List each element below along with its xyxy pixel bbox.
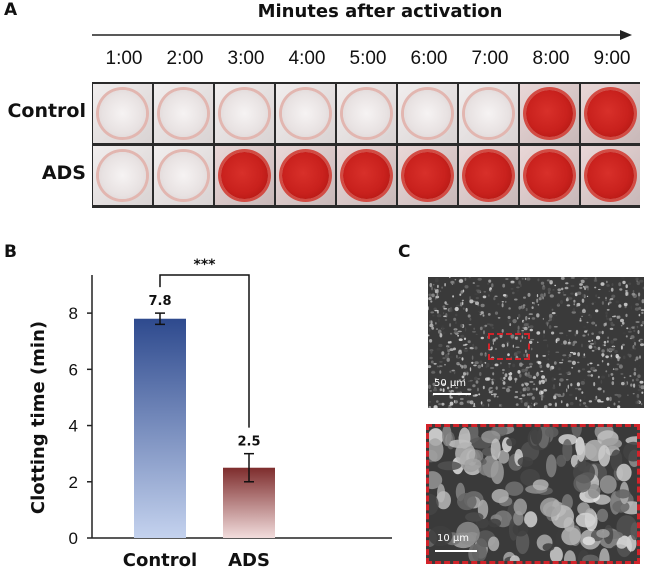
scale-bar-10 — [435, 550, 477, 552]
well-contents — [465, 90, 512, 137]
well-contents — [404, 90, 451, 137]
well-contents — [587, 90, 634, 137]
roi-box — [488, 333, 530, 360]
well-clotted — [215, 146, 274, 205]
category-label: Control — [123, 550, 197, 571]
well-contents — [465, 152, 512, 199]
well-plate-image — [92, 82, 640, 208]
well-contents — [343, 90, 390, 137]
well-unclotted — [459, 84, 518, 143]
well-contents — [99, 90, 146, 137]
sem-texture-low-mag — [428, 277, 644, 408]
well-unclotted — [154, 84, 213, 143]
time-label: 2:00 — [166, 48, 204, 69]
time-label: 4:00 — [288, 48, 326, 69]
row-label-ads: ADS — [41, 162, 86, 184]
well-contents — [160, 152, 207, 199]
well-unclotted — [154, 146, 213, 205]
category-label: ADS — [228, 550, 270, 571]
time-label: 8:00 — [532, 48, 570, 69]
scale-label-50: 50 μm — [434, 378, 467, 389]
well-contents — [526, 152, 573, 199]
well-contents — [160, 90, 207, 137]
sem-image-high-mag: 10 μm — [426, 424, 640, 564]
data-label: 7.8 — [148, 294, 171, 309]
well-unclotted — [398, 84, 457, 143]
y-tick-label: 6 — [69, 360, 78, 379]
y-tick-label: 0 — [69, 529, 78, 548]
well-clotted — [276, 146, 335, 205]
sem-texture-high-mag — [429, 427, 637, 561]
significance-bracket — [159, 274, 250, 428]
bar — [134, 318, 186, 538]
data-label: 2.5 — [237, 435, 260, 450]
clotting-time-chart: 0 2 4 6 8 Clotting time (min) 7.8 Control 2.5 ADS… — [28, 257, 392, 571]
time-label: 7:00 — [471, 48, 509, 69]
row-label-control: Control — [7, 100, 86, 122]
well-contents — [282, 152, 329, 199]
well-clotted — [520, 146, 579, 205]
panel-a-title: Minutes after activation — [257, 1, 503, 22]
well-clotted — [581, 84, 640, 143]
well-contents — [221, 152, 268, 199]
well-contents — [526, 90, 573, 137]
well-unclotted — [93, 84, 152, 143]
well-unclotted — [93, 146, 152, 205]
y-tick-label: 2 — [69, 473, 78, 492]
scale-bar-50 — [433, 393, 471, 395]
well-clotted — [520, 84, 579, 143]
well-unclotted — [337, 84, 396, 143]
y-tick-label: 8 — [69, 304, 78, 323]
y-axis-label: Clotting time (min) — [28, 321, 49, 514]
well-clotted — [581, 146, 640, 205]
time-arrow — [92, 30, 632, 40]
well-contents — [587, 152, 634, 199]
time-label: 3:00 — [227, 48, 265, 69]
well-unclotted — [215, 84, 274, 143]
well-clotted — [459, 146, 518, 205]
well-clotted — [398, 146, 457, 205]
time-label: 9:00 — [593, 48, 631, 69]
well-contents — [221, 90, 268, 137]
panel-label-c: C — [398, 242, 411, 262]
well-contents — [404, 152, 451, 199]
scale-label-10: 10 μm — [437, 533, 470, 544]
well-unclotted — [276, 84, 335, 143]
well-contents — [99, 152, 146, 199]
time-label: 1:00 — [105, 48, 143, 69]
well-contents — [343, 152, 390, 199]
significance-label: *** — [194, 257, 217, 273]
time-label: 5:00 — [349, 48, 387, 69]
panel-label-b: B — [4, 242, 17, 262]
well-clotted — [337, 146, 396, 205]
y-tick-label: 4 — [69, 417, 78, 436]
panel-label-a: A — [4, 0, 18, 20]
sem-image-low-mag: 50 μm — [428, 277, 644, 408]
time-label: 6:00 — [410, 48, 448, 69]
well-contents — [282, 90, 329, 137]
